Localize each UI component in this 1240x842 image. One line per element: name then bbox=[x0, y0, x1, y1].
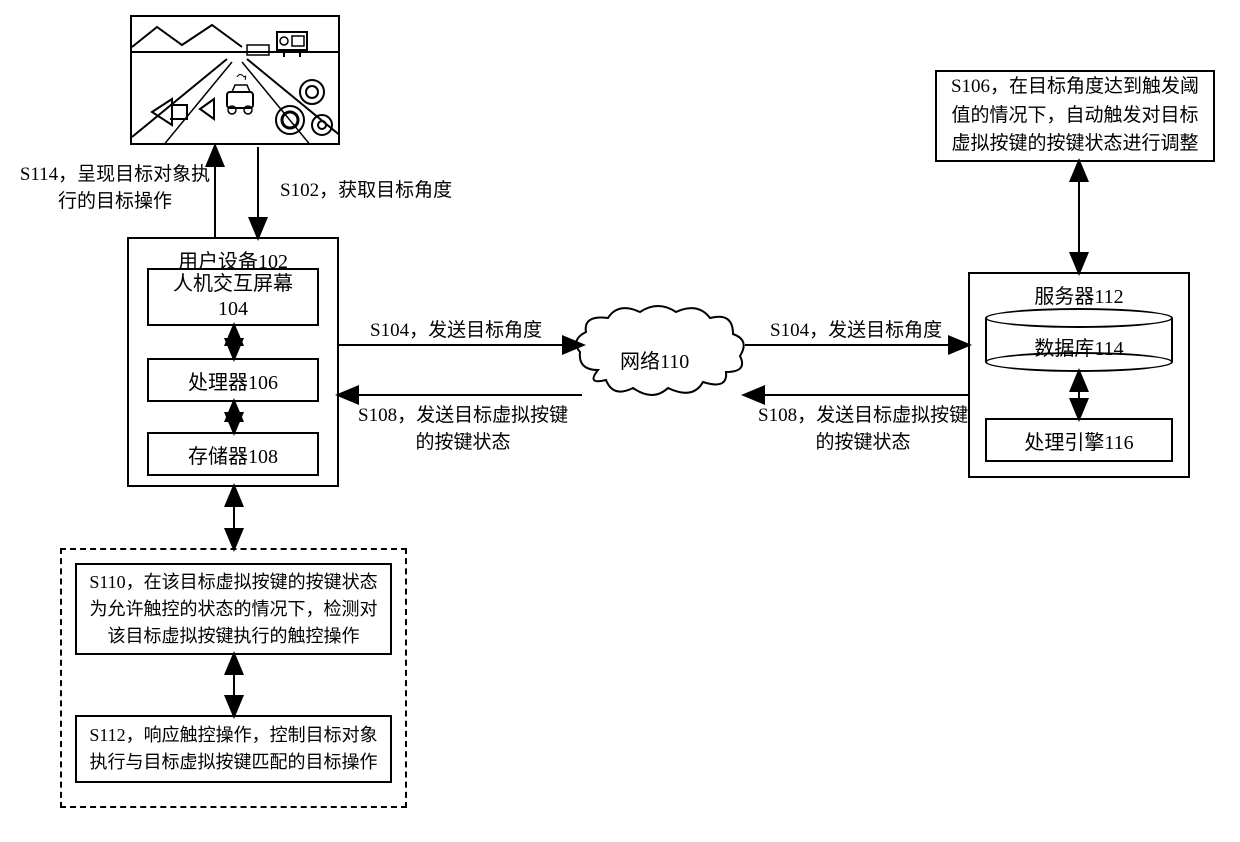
s110-l3: 该目标虚拟按键执行的触控操作 bbox=[108, 623, 360, 650]
label-s108-right-l2: 的按键状态 bbox=[816, 432, 911, 453]
database-cylinder: 数据库114 bbox=[985, 308, 1173, 372]
s106-l3: 虚拟按键的按键状态进行调整 bbox=[951, 130, 1198, 159]
label-s114-l1: S114，呈现目标对象执 bbox=[20, 164, 210, 185]
label-s108-right: S108，发送目标虚拟按键 的按键状态 bbox=[758, 403, 968, 456]
hci-screen-l1: 人机交互屏幕 bbox=[173, 272, 293, 297]
s106-box: S106，在目标角度达到触发阈 值的情况下，自动触发对目标 虚拟按键的按键状态进… bbox=[935, 70, 1215, 162]
hci-screen-box: 人机交互屏幕 104 bbox=[147, 268, 319, 326]
label-s104-right: S104，发送目标角度 bbox=[770, 318, 942, 345]
processor-box: 处理器106 bbox=[147, 358, 319, 402]
label-s102: S102，获取目标角度 bbox=[280, 178, 452, 205]
label-s114: S114，呈现目标对象执 行的目标操作 bbox=[10, 162, 220, 215]
label-s108-left: S108，发送目标虚拟按键 的按键状态 bbox=[358, 403, 568, 456]
label-s114-l2: 行的目标操作 bbox=[58, 191, 172, 212]
s106-l1: S106，在目标角度达到触发阈 bbox=[951, 73, 1199, 102]
hci-screen-l2: 104 bbox=[218, 297, 248, 322]
label-s104-right-text: S104，发送目标角度 bbox=[770, 320, 942, 341]
engine-text: 处理引擎116 bbox=[1024, 426, 1133, 455]
network-label: 网络110 bbox=[620, 348, 689, 376]
memory-box: 存储器108 bbox=[147, 432, 319, 476]
label-s102-text: S102，获取目标角度 bbox=[280, 180, 452, 201]
label-s108-left-l2: 的按键状态 bbox=[416, 432, 511, 453]
network-text: 网络110 bbox=[620, 351, 689, 373]
game-screenshot bbox=[130, 15, 340, 145]
s112-l1: S112，响应触控操作，控制目标对象 bbox=[89, 722, 377, 749]
memory-text: 存储器108 bbox=[188, 440, 278, 469]
label-s104-left: S104，发送目标角度 bbox=[370, 318, 542, 345]
server-title: 服务器112 bbox=[1034, 280, 1123, 309]
processor-text: 处理器106 bbox=[188, 366, 278, 395]
s106-l2: 值的情况下，自动触发对目标 bbox=[951, 102, 1198, 131]
label-s104-left-text: S104，发送目标角度 bbox=[370, 320, 542, 341]
s110-box: S110，在该目标虚拟按键的按键状态 为允许触控的状态的情况下，检测对 该目标虚… bbox=[75, 563, 392, 655]
game-screen-svg bbox=[132, 17, 340, 145]
database-text: 数据库114 bbox=[985, 332, 1173, 361]
label-s108-left-l1: S108，发送目标虚拟按键 bbox=[358, 405, 568, 426]
s112-l2: 执行与目标虚拟按键匹配的目标操作 bbox=[90, 749, 378, 776]
s110-l1: S110，在该目标虚拟按键的按键状态 bbox=[89, 569, 377, 596]
label-s108-right-l1: S108，发送目标虚拟按键 bbox=[758, 405, 968, 426]
s110-l2: 为允许触控的状态的情况下，检测对 bbox=[90, 596, 378, 623]
engine-box: 处理引擎116 bbox=[985, 418, 1173, 462]
s112-box: S112，响应触控操作，控制目标对象 执行与目标虚拟按键匹配的目标操作 bbox=[75, 715, 392, 783]
